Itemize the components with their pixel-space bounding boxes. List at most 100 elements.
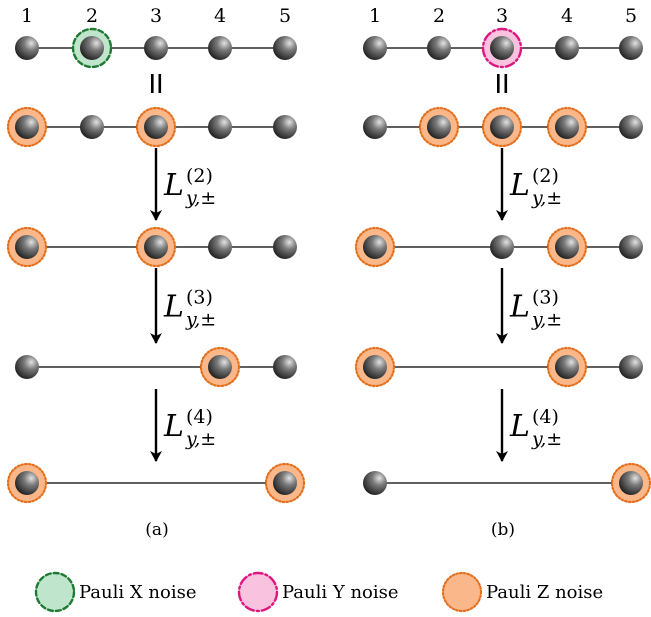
qubit-node	[15, 36, 39, 60]
legend-label: Pauli Z noise	[486, 582, 603, 603]
qubit-node	[363, 355, 387, 379]
qubit-node	[619, 115, 643, 139]
qubit-node	[15, 115, 39, 139]
qubit-node	[619, 471, 643, 495]
qubit-node	[144, 115, 168, 139]
qubit-node	[208, 355, 232, 379]
equals-sign	[497, 74, 508, 93]
qubit-node	[144, 36, 168, 60]
site-number: 4	[561, 5, 573, 27]
site-number: 5	[279, 5, 291, 27]
qubit-node	[363, 471, 387, 495]
legend-swatch-icon	[237, 571, 279, 613]
operator-superscript: (3)	[532, 287, 559, 309]
qubit-node	[555, 115, 579, 139]
qubit-node	[555, 235, 579, 259]
qubit-node	[619, 355, 643, 379]
operator-step: L (3)y,±	[150, 268, 216, 344]
qubit-node	[427, 36, 451, 60]
operator-letter: L	[509, 168, 530, 203]
operator-step: L (3)y,±	[496, 268, 562, 344]
chain-row	[6, 226, 297, 268]
qubit-node	[427, 115, 451, 139]
equals-bar	[158, 74, 162, 93]
site-number: 1	[369, 5, 381, 27]
panel-b: 1 2 3 4 5L (2)y,±L (3)y,±L (4)y,±(b)	[354, 5, 651, 540]
qubit-node	[490, 235, 514, 259]
operator-superscript: (4)	[186, 406, 213, 428]
operator-subscript: y,±	[531, 309, 562, 331]
qubit-node	[273, 471, 297, 495]
operator-letter: L	[163, 409, 184, 444]
qubit-node	[273, 115, 297, 139]
operator-letter: L	[509, 409, 530, 444]
legend-swatch-icon	[34, 571, 76, 613]
qubit-node	[555, 36, 579, 60]
equals-sign	[151, 74, 162, 93]
qubit-node	[80, 115, 104, 139]
operator-superscript: (2)	[186, 165, 213, 187]
qubit-node	[619, 235, 643, 259]
chain-row	[6, 106, 297, 148]
legend-item-x: Pauli X noise	[34, 571, 196, 613]
operator-subscript: y,±	[531, 428, 562, 450]
operator-letter: L	[163, 168, 184, 203]
operator-subscript: y,±	[531, 187, 562, 209]
chain-row	[15, 346, 297, 388]
operator-subscript: y,±	[185, 428, 216, 450]
panel-caption: (b)	[491, 520, 515, 540]
qubit-node	[555, 355, 579, 379]
qubit-node	[273, 36, 297, 60]
panel-caption: (a)	[145, 520, 168, 540]
chain-row	[363, 106, 643, 148]
qubit-node	[273, 235, 297, 259]
qubit-node	[80, 36, 104, 60]
legend-label: Pauli Y noise	[282, 582, 399, 603]
operator-letter: L	[163, 290, 184, 325]
site-number: 1	[21, 5, 33, 27]
chain-row	[15, 27, 297, 69]
operator-step: L (4)y,±	[496, 389, 562, 462]
operator-step: L (2)y,±	[150, 148, 216, 221]
qubit-node	[15, 235, 39, 259]
chain-row	[363, 462, 651, 504]
legend-item-z: Pauli Z noise	[441, 571, 603, 613]
qubit-node	[15, 355, 39, 379]
chain-row	[354, 226, 643, 268]
operator-subscript: y,±	[185, 309, 216, 331]
operator-letter: L	[509, 290, 530, 325]
operator-superscript: (2)	[532, 165, 559, 187]
qubit-node	[363, 235, 387, 259]
legend-item-y: Pauli Y noise	[237, 571, 399, 613]
site-number: 3	[150, 5, 162, 27]
qubit-node	[363, 36, 387, 60]
equals-bar	[151, 74, 154, 93]
operator-superscript: (4)	[532, 406, 559, 428]
qubit-node	[208, 235, 232, 259]
qubit-node	[619, 36, 643, 60]
site-number: 2	[433, 5, 445, 27]
operator-superscript: (3)	[186, 287, 213, 309]
chain-row	[6, 462, 306, 504]
operator-step: L (2)y,±	[496, 148, 562, 221]
qubit-node	[208, 36, 232, 60]
site-number: 2	[86, 5, 98, 27]
qubit-node	[490, 36, 514, 60]
qubit-node	[490, 115, 514, 139]
operator-subscript: y,±	[185, 187, 216, 209]
panel-a: 1 2 3 4 5L (2)y,±L (3)y,±L (4)y,±(a)	[6, 5, 306, 540]
legend-swatch-icon	[441, 571, 483, 613]
qubit-node	[208, 115, 232, 139]
operator-step: L (4)y,±	[150, 389, 216, 462]
chain-row	[363, 27, 643, 69]
qubit-node	[15, 471, 39, 495]
equals-bar	[504, 74, 508, 93]
qubit-node	[363, 115, 387, 139]
chain-row	[354, 346, 643, 388]
site-number: 3	[496, 5, 508, 27]
qubit-node	[273, 355, 297, 379]
legend-label: Pauli X noise	[79, 582, 196, 603]
qubit-node	[144, 235, 168, 259]
site-number: 5	[625, 5, 637, 27]
